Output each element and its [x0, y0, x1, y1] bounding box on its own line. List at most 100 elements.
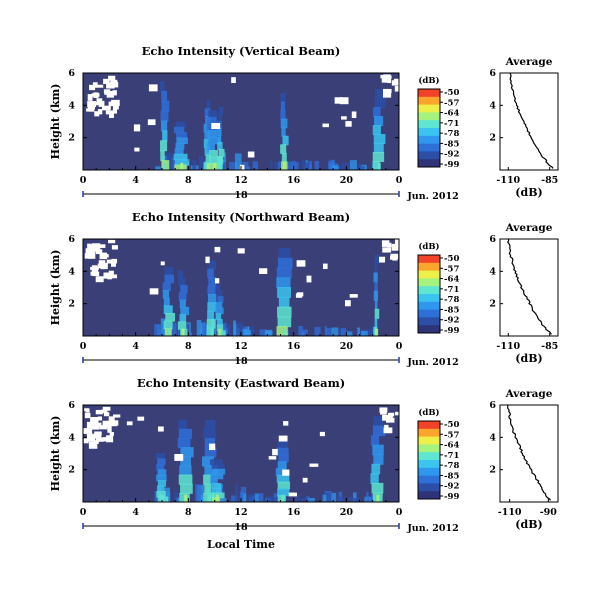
- echo-column-cell: [175, 121, 186, 128]
- panel-title: Echo Intensity (Northward Beam): [132, 210, 350, 224]
- missing-data-cell: [259, 268, 268, 274]
- echo-cell: [158, 324, 162, 336]
- echo-cell: [301, 159, 307, 170]
- missing-data-cell: [103, 272, 111, 279]
- missing-data-cell: [384, 424, 389, 431]
- heatmap-area: [83, 239, 399, 336]
- colorbar-tick-label: -64: [444, 441, 459, 451]
- echo-column-core: [184, 494, 188, 502]
- missing-data-cell: [90, 425, 99, 430]
- echo-column-cell: [374, 299, 378, 310]
- missing-data-cell: [102, 406, 111, 411]
- missing-data-cell: [102, 420, 111, 427]
- missing-data-cell: [383, 91, 392, 98]
- echo-cell: [239, 491, 244, 502]
- echo-column-cell: [217, 296, 224, 303]
- echo-cell: [246, 166, 250, 170]
- echo-column-cell: [207, 293, 217, 304]
- colorbar-tick-label: -50: [444, 88, 459, 98]
- echo-column-cell: [212, 468, 226, 475]
- echo-column-cell: [280, 101, 286, 112]
- echo-column-core: [282, 162, 286, 170]
- missing-data-cell: [231, 77, 236, 84]
- echo-column-cell: [215, 307, 224, 315]
- echo-cell: [270, 160, 273, 170]
- x-tick-label: 12: [234, 341, 247, 352]
- missing-data-cell: [112, 414, 121, 418]
- missing-data-cell: [98, 244, 106, 248]
- missing-data-cell: [388, 412, 395, 417]
- x-tick-label: 8: [185, 507, 192, 518]
- echo-column-cell: [209, 156, 224, 165]
- colorbar-swatch: [418, 112, 440, 121]
- echo-cell: [326, 327, 333, 336]
- echo-column-cell: [218, 113, 222, 122]
- echo-column-cell: [208, 260, 216, 270]
- colorbar-tick-label: -50: [444, 254, 459, 264]
- echo-column-cell: [278, 248, 291, 259]
- echo-cell: [259, 329, 266, 336]
- x-tick-label: 0: [80, 507, 87, 518]
- echo-column-cell: [176, 137, 188, 144]
- average-frame: [499, 404, 559, 503]
- echo-column-cell: [281, 152, 287, 163]
- echo-cell: [166, 152, 174, 170]
- echo-column-cell: [177, 270, 184, 279]
- echo-column-cell: [203, 139, 210, 148]
- echo-column-core: [207, 494, 211, 502]
- echo-column-cell: [160, 150, 165, 162]
- echo-column-cell: [216, 324, 224, 332]
- echo-column-cell: [372, 152, 385, 163]
- missing-data-cell: [379, 256, 386, 263]
- missing-data-cell: [394, 239, 399, 245]
- echo-column-core: [377, 162, 381, 170]
- echo-column-cell: [206, 143, 215, 152]
- echo-cell: [202, 322, 206, 336]
- echo-column-cell: [157, 469, 167, 476]
- echo-cell: [274, 162, 279, 170]
- heatmap-area: [83, 405, 399, 502]
- echo-column-cell: [373, 290, 378, 301]
- echo-column-cell: [204, 447, 217, 458]
- colorbar-label: (dB): [418, 241, 439, 252]
- average-x-tick-label: -85: [541, 175, 558, 186]
- echo-cell: [221, 497, 227, 502]
- missing-data-cell: [89, 84, 96, 91]
- average-y-tick-label: 6: [489, 400, 496, 411]
- y-tick-label: 2: [68, 299, 75, 310]
- echo-column-cell: [207, 302, 217, 312]
- echo-column-cell: [372, 425, 386, 437]
- average-x-tick-label: -110: [496, 175, 520, 186]
- average-frame: [499, 238, 559, 337]
- y-axis-label: Height (km): [49, 416, 62, 492]
- y-tick-label: 6: [68, 68, 75, 79]
- echo-column-cell: [373, 116, 384, 127]
- colorbar-swatch: [418, 278, 440, 287]
- missing-data-cell: [111, 258, 118, 264]
- missing-data-cell: [111, 263, 116, 267]
- missing-data-cell: [87, 94, 93, 101]
- colorbar-tick-label: -71: [444, 285, 459, 295]
- echo-column-cell: [215, 301, 223, 309]
- average-profile-line: [507, 404, 551, 501]
- x-tick-label: 4: [132, 175, 139, 186]
- missing-data-cell: [98, 100, 105, 107]
- x-tick-label: 16: [287, 175, 301, 186]
- missing-data-cell: [211, 123, 221, 129]
- missing-data-cell: [92, 243, 101, 251]
- echo-column-cell: [178, 428, 192, 439]
- x-tick-label: 8: [185, 341, 192, 352]
- echo-column-cell: [165, 312, 176, 322]
- missing-data-cell: [99, 252, 108, 260]
- echo-column-core: [160, 494, 164, 502]
- colorbar-tick-label: -92: [444, 482, 459, 492]
- colorbar-tick-label: -78: [444, 295, 459, 305]
- date-label: Jun. 2012: [406, 357, 458, 368]
- missing-data-cell: [387, 77, 392, 84]
- echo-cell: [235, 322, 243, 336]
- echo-cell: [331, 327, 339, 336]
- y-tick-label: 4: [68, 266, 75, 277]
- missing-data-cell: [209, 443, 216, 451]
- echo-column-cell: [276, 474, 290, 483]
